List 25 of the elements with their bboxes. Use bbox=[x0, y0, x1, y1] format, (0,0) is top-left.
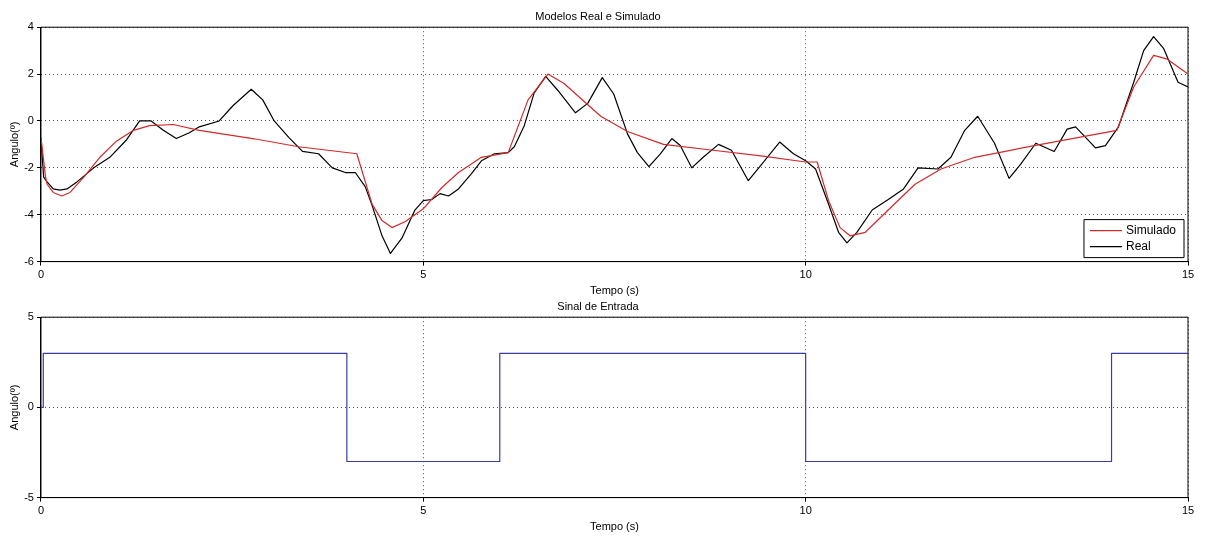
x-tick-label: 15 bbox=[1181, 504, 1195, 517]
y-tick-label: 4 bbox=[27, 20, 34, 33]
x-axis-title: Tempo (s) bbox=[590, 520, 639, 533]
x-tick-label: 15 bbox=[1181, 268, 1195, 281]
y-tick-label: 5 bbox=[27, 310, 34, 323]
x-tick-label: 5 bbox=[420, 504, 427, 517]
y-tick-label: -5 bbox=[24, 490, 34, 503]
y-tick-label: 0 bbox=[27, 113, 34, 126]
x-tick-label: 10 bbox=[799, 504, 812, 517]
chart-title: Sinal de Entrada bbox=[557, 299, 640, 312]
y-axis-title: Angulo(º) bbox=[7, 121, 20, 168]
x-tick-label: 5 bbox=[420, 268, 427, 281]
y-tick-label: -2 bbox=[24, 160, 34, 173]
legend-label: Simulado bbox=[1125, 222, 1177, 237]
x-tick-label: 0 bbox=[37, 268, 45, 281]
y-tick-label: -6 bbox=[24, 254, 34, 267]
legend-label: Real bbox=[1125, 238, 1151, 253]
x-tick-label: 10 bbox=[799, 268, 812, 281]
x-axis-title: Tempo (s) bbox=[590, 284, 639, 297]
y-tick-label: -4 bbox=[24, 207, 34, 220]
y-tick-label: 2 bbox=[27, 67, 34, 80]
chart-title: Modelos Real e Simulado bbox=[535, 9, 661, 22]
x-tick-label: 0 bbox=[37, 504, 45, 517]
y-axis-title: Angulo(º) bbox=[7, 384, 20, 431]
y-tick-label: 0 bbox=[27, 400, 34, 413]
